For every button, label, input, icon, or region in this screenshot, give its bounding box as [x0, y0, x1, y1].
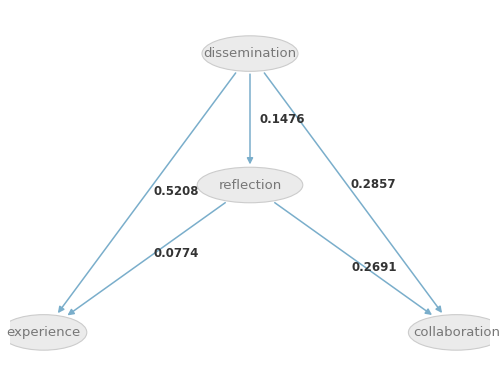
Text: 0.2691: 0.2691 — [351, 261, 397, 274]
Ellipse shape — [408, 314, 500, 350]
Ellipse shape — [202, 36, 298, 71]
Text: collaboration: collaboration — [413, 326, 500, 339]
Text: dissemination: dissemination — [204, 47, 296, 60]
Text: experience: experience — [6, 326, 80, 339]
Text: 0.5208: 0.5208 — [154, 185, 200, 198]
Text: 0.0774: 0.0774 — [154, 247, 199, 260]
Text: 0.2857: 0.2857 — [351, 178, 397, 191]
Ellipse shape — [197, 167, 303, 203]
Text: reflection: reflection — [218, 178, 282, 192]
Text: 0.1476: 0.1476 — [260, 113, 305, 126]
Ellipse shape — [0, 314, 87, 350]
